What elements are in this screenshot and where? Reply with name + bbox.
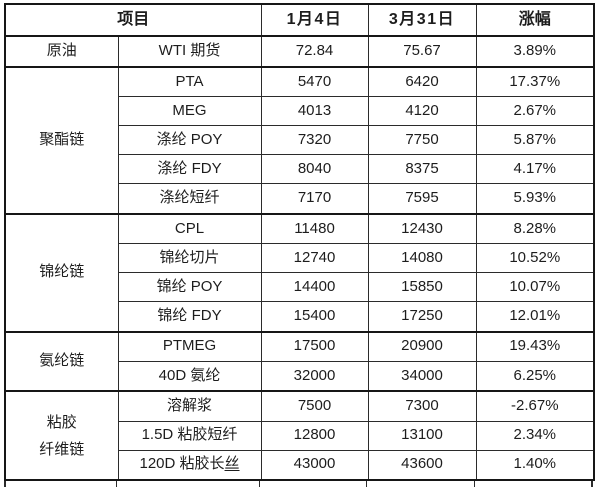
value-mar31: 4120 (367, 96, 477, 127)
value-jan4: 17500 (260, 330, 369, 362)
table-row: 粘胶 纤维链 溶解浆 7500 7300 -2.67% (4, 390, 595, 481)
change-cell: 1.40% (475, 449, 595, 481)
item-cell: 锦纶 FDY (117, 301, 262, 333)
item-cell: 锦纶 POY (117, 272, 262, 303)
group-cell-viscose: 粘胶 纤维链 (4, 390, 119, 481)
column-divider-stub (259, 481, 260, 487)
group-name-line2: 纤维链 (39, 440, 85, 458)
change-cell: 5.87% (475, 125, 595, 156)
table-row: 聚酯链 PTA 5470 6420 17.37% (4, 65, 595, 215)
table-row: 锦纶 FDY 15400 17250 12.01% (5, 301, 595, 333)
change-cell: -2.67% (475, 390, 595, 422)
table-row: 涤纶短纤 7170 7595 5.93% (5, 183, 595, 215)
item-cell: 40D 氨纶 (117, 360, 262, 392)
table-row: 120D 粘胶长丝 43000 43600 1.40% (5, 449, 595, 481)
col-header-date1: 1月4日 (260, 3, 369, 37)
change-cell: 4.17% (475, 154, 595, 185)
value-jan4: 7320 (260, 125, 369, 156)
value-jan4: 5470 (260, 65, 369, 98)
value-mar31: 6420 (367, 65, 477, 98)
value-jan4: 15400 (260, 301, 369, 333)
item-cell: 溶解浆 (117, 390, 262, 422)
item-text-main: 120D 粘胶长 (139, 455, 225, 473)
change-cell: 8.28% (475, 212, 595, 245)
table-row: 原油 WTI 期货 72.84 75.67 3.89% (4, 35, 595, 68)
value-mar31: 17250 (367, 301, 477, 333)
value-jan4: 14400 (260, 272, 369, 303)
change-cell: 5.93% (475, 183, 595, 215)
table-row: 40D 氨纶 32000 34000 6.25% (5, 360, 595, 392)
table-row: 氨纶链 PTMEG 17500 20900 19.43% (4, 330, 595, 392)
item-cell: 涤纶短纤 (117, 183, 262, 215)
value-jan4: 11480 (260, 212, 369, 245)
change-cell: 2.67% (475, 96, 595, 127)
change-cell: 3.89% (475, 35, 595, 68)
group-cell-nylon: 锦纶链 (4, 212, 119, 333)
value-mar31: 15850 (367, 272, 477, 303)
group-cell-spandex: 氨纶链 (4, 330, 119, 392)
change-cell: 2.34% (475, 420, 595, 451)
item-cell: 涤纶 FDY (117, 154, 262, 185)
change-cell: 19.43% (475, 330, 595, 362)
value-mar31: 34000 (367, 360, 477, 392)
table-row: 涤纶 FDY 8040 8375 4.17% (5, 154, 595, 185)
item-text-underlined: 丝 (224, 455, 240, 473)
value-jan4: 4013 (260, 96, 369, 127)
change-cell: 10.52% (475, 243, 595, 274)
item-cell: 锦纶切片 (117, 243, 262, 274)
change-cell: 12.01% (475, 301, 595, 333)
item-cell: PTA (117, 65, 262, 98)
column-divider-stub (116, 481, 117, 487)
item-cell: 120D 粘胶长丝 (117, 449, 262, 481)
value-mar31: 8375 (367, 154, 477, 185)
value-jan4: 12800 (260, 420, 369, 451)
table-row: 锦纶 POY 14400 15850 10.07% (5, 272, 595, 303)
change-cell: 10.07% (475, 272, 595, 303)
change-cell: 17.37% (475, 65, 595, 98)
column-divider-stub (366, 481, 367, 487)
value-mar31: 13100 (367, 420, 477, 451)
cropped-next-row-lines (4, 481, 593, 487)
price-table: 项目 1月4日 3月31日 涨幅 原油 WTI 期货 72.84 75.67 3… (4, 3, 596, 481)
value-mar31: 20900 (367, 330, 477, 362)
group-cell-crude-oil: 原油 (4, 35, 119, 68)
table-row: MEG 4013 4120 2.67% (5, 96, 595, 127)
value-mar31: 7750 (367, 125, 477, 156)
value-jan4: 72.84 (260, 35, 369, 68)
column-divider-stub (474, 481, 475, 487)
item-cell: CPL (117, 212, 262, 245)
table-right-border-stub (591, 481, 593, 487)
value-mar31: 43600 (367, 449, 477, 481)
value-jan4: 8040 (260, 154, 369, 185)
group-name-line1: 粘胶 (46, 413, 77, 431)
item-cell: 涤纶 POY (117, 125, 262, 156)
value-jan4: 32000 (260, 360, 369, 392)
value-jan4: 43000 (260, 449, 369, 481)
value-mar31: 75.67 (367, 35, 477, 68)
table-left-border-stub (4, 481, 6, 487)
value-mar31: 12430 (367, 212, 477, 245)
item-cell: 1.5D 粘胶短纤 (117, 420, 262, 451)
value-jan4: 12740 (260, 243, 369, 274)
header-row: 项目 1月4日 3月31日 涨幅 (4, 3, 595, 37)
value-mar31: 14080 (367, 243, 477, 274)
col-header-item: 项目 (4, 3, 262, 37)
change-cell: 6.25% (475, 360, 595, 392)
table-row: 涤纶 POY 7320 7750 5.87% (5, 125, 595, 156)
item-cell: WTI 期货 (117, 35, 262, 68)
value-mar31: 7595 (367, 183, 477, 215)
table-row: 锦纶切片 12740 14080 10.52% (5, 243, 595, 274)
item-cell: MEG (117, 96, 262, 127)
col-header-date2: 3月31日 (367, 3, 477, 37)
value-jan4: 7170 (260, 183, 369, 215)
group-cell-polyester: 聚酯链 (4, 65, 119, 215)
item-cell: PTMEG (117, 330, 262, 362)
col-header-change: 涨幅 (475, 3, 595, 37)
value-mar31: 7300 (367, 390, 477, 422)
value-jan4: 7500 (260, 390, 369, 422)
table-row: 1.5D 粘胶短纤 12800 13100 2.34% (5, 420, 595, 451)
table-row: 锦纶链 CPL 11480 12430 8.28% (4, 212, 595, 333)
